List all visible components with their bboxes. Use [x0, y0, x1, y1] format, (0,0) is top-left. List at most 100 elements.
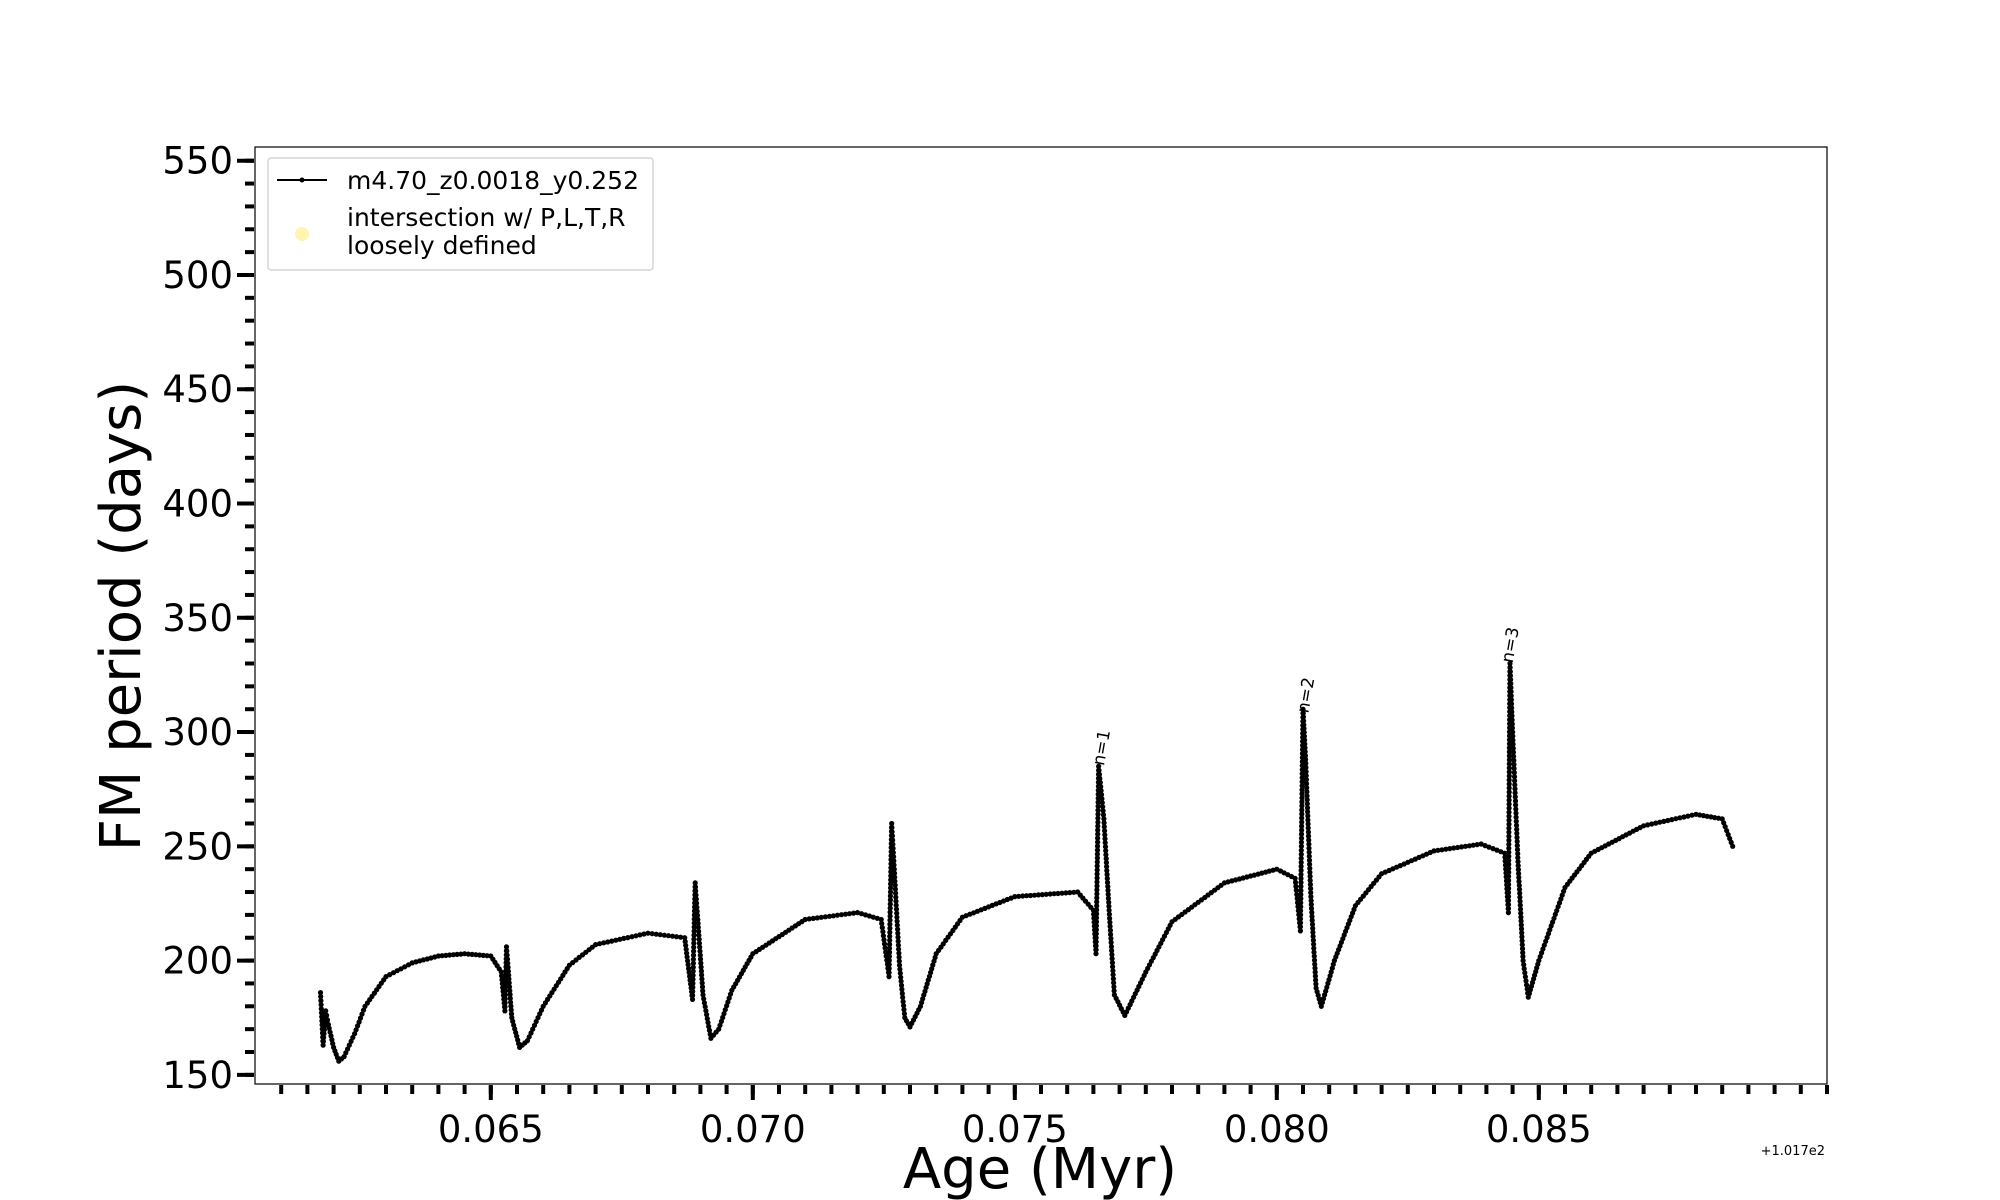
data-point — [1308, 894, 1314, 900]
data-point — [1727, 835, 1733, 842]
data-point — [1301, 733, 1307, 739]
data-point — [1302, 753, 1308, 759]
data-point — [1516, 874, 1522, 881]
data-point — [352, 1031, 358, 1037]
data-point — [504, 948, 510, 954]
data-point — [1519, 946, 1526, 952]
data-point — [887, 917, 893, 923]
data-point — [691, 920, 697, 926]
data-point — [502, 1000, 508, 1006]
data-point — [870, 914, 876, 920]
data-point — [702, 1004, 708, 1010]
data-point — [324, 1012, 330, 1019]
data-point — [508, 1007, 514, 1013]
y-tick-label: 500 — [162, 254, 233, 297]
data-point — [1309, 921, 1316, 928]
data-point — [690, 964, 696, 970]
data-point — [721, 1011, 727, 1017]
data-point — [703, 1008, 709, 1014]
data-point — [1516, 871, 1522, 877]
data-point — [1299, 799, 1305, 805]
data-point — [1297, 916, 1304, 922]
data-point — [1312, 965, 1318, 971]
data-point — [690, 960, 697, 966]
data-point — [1507, 673, 1513, 679]
data-point — [1110, 972, 1116, 978]
data-point — [1506, 885, 1512, 892]
data-point — [1462, 843, 1468, 849]
data-point — [1513, 806, 1519, 812]
data-point — [1665, 817, 1671, 824]
data-point — [897, 966, 903, 972]
data-point — [498, 969, 504, 975]
data-point — [896, 946, 902, 952]
data-point — [727, 991, 734, 997]
data-point — [684, 950, 690, 956]
data-point — [695, 924, 701, 931]
data-point — [593, 942, 599, 948]
data-point — [473, 952, 479, 958]
data-point — [1110, 968, 1116, 974]
data-point — [1108, 944, 1114, 950]
data-point — [1106, 903, 1112, 909]
data-point — [1304, 789, 1310, 795]
data-point — [1110, 976, 1116, 982]
data-point — [1505, 889, 1512, 896]
data-point — [1304, 797, 1310, 803]
data-point — [893, 890, 899, 896]
data-point — [1106, 899, 1112, 906]
data-point — [507, 988, 513, 994]
data-point — [686, 966, 692, 972]
y-tick-label: 150 — [162, 1054, 233, 1097]
data-point — [1103, 856, 1109, 862]
data-point — [1109, 960, 1115, 966]
data-point — [1305, 813, 1311, 819]
data-point — [683, 942, 689, 949]
data-point — [1506, 877, 1512, 884]
data-point — [1307, 865, 1313, 872]
data-point — [722, 1007, 728, 1013]
data-point — [1106, 911, 1112, 917]
data-point — [697, 948, 703, 954]
data-point — [684, 954, 690, 960]
data-point — [888, 877, 894, 883]
data-point — [1098, 784, 1104, 790]
data-point — [1093, 947, 1099, 953]
data-point — [1657, 819, 1663, 825]
data-point — [1299, 783, 1305, 789]
data-point — [1302, 737, 1308, 743]
data-point — [896, 962, 903, 968]
data-point — [690, 988, 696, 995]
data-point — [678, 934, 684, 940]
data-point — [1305, 825, 1311, 831]
data-point — [1509, 717, 1515, 723]
data-point — [1093, 943, 1099, 949]
data-point — [1304, 805, 1311, 811]
data-point — [1111, 988, 1117, 994]
data-point — [499, 973, 505, 979]
data-point — [1435, 847, 1441, 853]
data-point — [609, 938, 615, 944]
data-point — [1093, 927, 1099, 933]
data-point — [891, 854, 897, 860]
data-point — [1102, 832, 1108, 838]
data-point — [1093, 939, 1099, 945]
data-point — [1508, 685, 1514, 691]
data-point — [1108, 931, 1114, 938]
data-point — [439, 953, 445, 959]
data-point — [1094, 867, 1100, 873]
data-point — [1509, 713, 1515, 719]
data-point — [1478, 841, 1484, 847]
data-point — [706, 1027, 713, 1033]
data-point — [691, 928, 697, 934]
data-point — [357, 1015, 364, 1021]
data-point — [886, 974, 892, 980]
data-point — [1304, 801, 1310, 807]
data-point — [321, 1034, 327, 1041]
data-point — [896, 958, 902, 964]
data-point — [886, 965, 892, 972]
x-tick-label: 0.070 — [700, 1108, 806, 1151]
data-point — [693, 896, 699, 902]
data-point — [1520, 950, 1526, 956]
data-point — [318, 1010, 325, 1016]
